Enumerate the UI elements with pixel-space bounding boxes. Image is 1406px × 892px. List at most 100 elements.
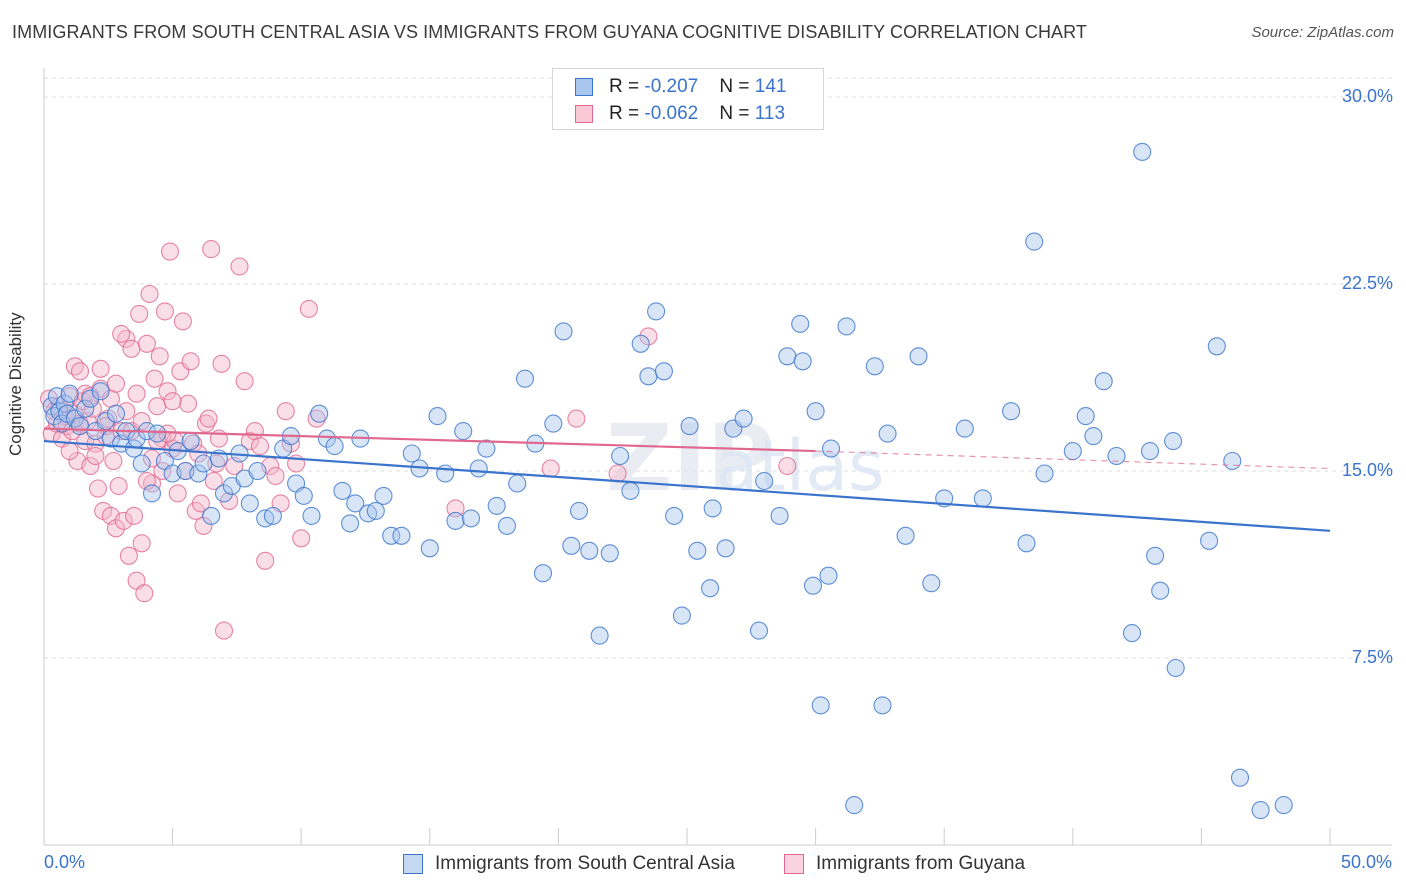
south-central-asia-point: [382, 526, 401, 545]
guyana-point: [150, 347, 169, 366]
south-central-asia-point: [366, 501, 385, 520]
south-central-asia-point: [1274, 796, 1293, 815]
south-central-asia-point: [346, 494, 365, 513]
y-tick-label-1: 15.0%: [1341, 460, 1393, 480]
south-central-asia-point: [70, 417, 90, 436]
guyana-point: [104, 451, 123, 471]
south-central-asia-point: [1140, 442, 1160, 461]
pink-r-value: -0.062: [644, 103, 699, 124]
pink-n-value: 113: [754, 103, 786, 124]
guyana-point: [168, 484, 187, 503]
guyana-point: [132, 534, 151, 553]
south-central-asia-point: [1251, 801, 1270, 820]
south-central-asia-point: [1017, 534, 1036, 553]
guyana-point: [292, 529, 311, 548]
south-central-asia-point: [639, 367, 658, 386]
guyana-point: [137, 334, 156, 353]
south-central-asia-point: [294, 486, 313, 505]
south-central-asia-point: [91, 382, 110, 401]
blue-n-value: 141: [754, 76, 787, 97]
south-central-asia-point: [1122, 624, 1142, 643]
guyana-point: [235, 372, 254, 391]
guyana-point: [230, 257, 249, 276]
south-central-asia-point: [1133, 142, 1152, 161]
guyana-point: [106, 374, 126, 393]
guyana-point: [202, 240, 221, 259]
south-central-asia-point: [806, 402, 825, 421]
guyana-point: [158, 424, 177, 443]
south-central-asia-point: [896, 526, 915, 545]
guyana-point: [112, 324, 131, 343]
guyana-point: [145, 369, 164, 388]
guyana-point: [86, 446, 105, 466]
south-central-asia-point: [654, 362, 673, 381]
south-central-asia-point: [909, 347, 928, 366]
y-tick-label-3: 30.0%: [1341, 86, 1393, 106]
south-central-asia-point: [811, 696, 830, 715]
guyana-point: [70, 362, 90, 381]
guyana-point: [65, 357, 84, 376]
south-central-asia-point: [600, 544, 619, 563]
south-central-asia-point: [142, 484, 162, 503]
south-central-asia-point: [248, 461, 267, 481]
south-central-asia-point: [106, 404, 126, 423]
south-central-asia-point: [701, 579, 720, 598]
blue-r-value: -0.207: [644, 76, 699, 97]
trend-line-guyana-extension: [815, 450, 1331, 470]
south-central-asia-point: [508, 474, 527, 493]
guyana-point: [567, 409, 586, 428]
south-central-asia-point: [341, 514, 360, 533]
guyana-point: [119, 546, 138, 565]
south-central-asia-point: [793, 352, 812, 371]
guyana-point: [256, 551, 275, 570]
south-central-asia-point: [590, 626, 609, 645]
guyana-point: [212, 354, 231, 373]
guyana-point: [196, 414, 216, 433]
guyana-point: [109, 476, 128, 496]
correlation-stats-box: R = -0.207 N = 141 R = -0.062 N = 113: [552, 68, 824, 130]
south-central-asia-point: [611, 446, 630, 466]
south-central-asia-point: [716, 539, 735, 558]
south-central-asia-point: [189, 464, 208, 483]
guyana-point: [91, 359, 110, 378]
guyana-point: [250, 437, 270, 456]
south-central-asia-point: [1076, 407, 1095, 426]
y-axis-label: Cognitive Disability: [6, 312, 25, 456]
guyana-point: [178, 394, 198, 413]
chart-title: IMMIGRANTS FROM SOUTH CENTRAL ASIA VS IM…: [12, 22, 1088, 42]
guyana-point: [181, 352, 200, 371]
south-central-asia-point: [1223, 451, 1242, 471]
south-central-asia-point: [461, 509, 481, 528]
south-central-asia-point: [878, 424, 897, 443]
guyana-point: [140, 284, 159, 304]
south-central-asia-point: [469, 459, 488, 478]
guyana-point: [163, 392, 182, 411]
blue-n-label: N =: [719, 76, 755, 97]
grid-lines: [44, 77, 1392, 659]
trend-line-guyana: [43, 427, 816, 453]
y-tick-label-2: 22.5%: [1341, 273, 1393, 293]
south-central-asia-point: [621, 481, 640, 500]
south-central-asia-point: [778, 347, 797, 366]
guyana-point: [191, 494, 210, 513]
south-central-asia-point: [873, 696, 892, 715]
south-central-asia-point: [803, 576, 823, 595]
south-central-asia-point: [214, 484, 234, 503]
legend-pink-label: Immigrants from Guyana: [816, 853, 1026, 874]
south-central-asia-point: [333, 481, 352, 500]
pink-swatch-icon: [575, 105, 593, 123]
south-central-asia-point: [1084, 427, 1103, 446]
south-central-asia-point: [374, 486, 393, 505]
blue-r-label: R =: [609, 76, 645, 97]
legend-pink-swatch-icon: [784, 854, 804, 874]
south-central-asia-point: [1146, 546, 1165, 565]
south-central-asia-point: [734, 409, 753, 428]
guyana-point: [117, 402, 136, 421]
guyana-point: [81, 456, 100, 476]
south-central-asia-point: [263, 506, 282, 525]
south-central-asia-point: [436, 464, 455, 483]
south-central-asia-point: [1200, 531, 1219, 550]
south-central-asia-point: [770, 506, 789, 525]
south-central-asia-point: [1035, 464, 1054, 483]
south-central-asia-point: [1063, 442, 1082, 461]
